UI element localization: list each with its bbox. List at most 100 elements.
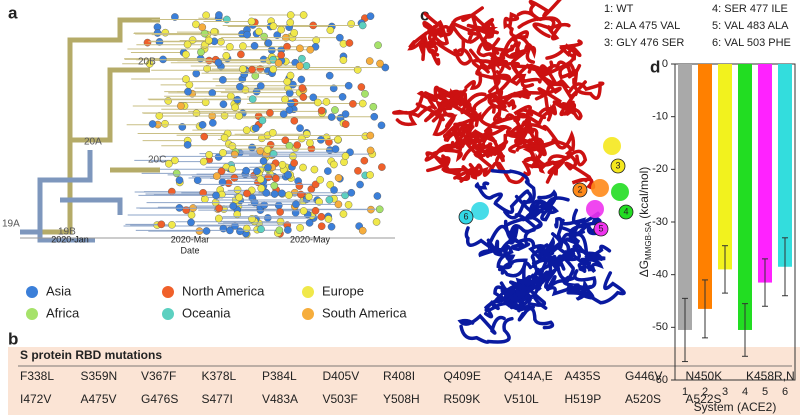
tree-tip [331,145,340,153]
tree-tip [358,99,367,108]
tree-tip [184,87,192,96]
tree-tip [231,222,239,230]
tree-tip [148,120,157,128]
y-tick-label: -60 [652,374,668,386]
tree-tip [375,205,384,214]
bar [778,64,792,267]
ribbon [513,104,534,145]
tree-tip [251,124,260,133]
tree-tip [298,54,306,63]
tree-tip [214,58,223,67]
tree-tip [370,112,379,121]
date-axis-title: Date [180,245,199,255]
ribbon [573,241,606,262]
tree-tip [309,93,318,102]
tree-tip [324,215,333,223]
tree-tip [297,75,306,84]
legend-label: North America [182,283,265,298]
tree-tip [264,173,273,182]
tree-tip [260,32,268,41]
site-badge [610,158,626,174]
tree-tip [175,176,184,184]
ribbon [537,189,558,222]
tree-tip [256,82,265,90]
x-axis-title: System (ACE2) [694,400,777,414]
tree-tip [172,169,181,178]
mutation-title: S protein RBD mutations [20,348,162,362]
ribbon [486,224,516,262]
tree-tip [374,41,382,50]
legend-label: Oceania [182,305,231,320]
tree-tip [171,13,179,21]
tree-tip [258,116,267,125]
mutation: K378L [202,369,237,383]
system-label: 1: WT [604,3,634,15]
tree-tip [264,39,273,47]
tree-tip [316,175,325,184]
tree-tip [183,141,192,149]
tree-tip [248,143,256,152]
tree-tip [226,226,234,235]
tree-tip [283,77,292,86]
date-label: 2020-May [290,234,331,244]
site-label: 4 [623,206,628,216]
mutation: Y508H [383,392,420,406]
tree-tip [269,55,277,64]
tree-tip [229,202,238,210]
tree-tip [192,20,200,29]
tree-tip [220,133,229,142]
ribbon [417,39,440,62]
tree-tip [331,106,339,114]
ribbon [547,149,588,175]
ribbon [497,258,528,278]
tree-tip [205,151,213,159]
tree-tip [255,27,263,36]
tree-tip [274,201,283,210]
ribbon [490,169,536,204]
tree-tip [236,82,244,91]
tree-tip [286,71,295,80]
tree-tip [306,139,314,147]
mutation: H519P [565,392,602,406]
tree-tip [296,223,304,232]
mutation: P384L [262,369,297,383]
tree-tip [222,15,231,24]
tree-tip [292,200,300,209]
tree-tip [208,89,217,97]
tree-tip [296,62,304,70]
ribbon [478,17,495,39]
tree-tip [283,42,291,51]
ribbon [495,63,530,86]
y-axis-sub: MMGB-SA [644,221,653,260]
ribbon [581,271,626,305]
tree-tip [259,157,268,165]
tree-tip [182,206,190,214]
tree-tip [330,186,338,194]
ribbon [448,6,484,44]
site-badge [458,209,474,225]
tree-tip [317,212,326,221]
ribbon [460,88,507,113]
tree-tip [233,185,242,194]
tree-tip [235,193,243,202]
tree-tip [290,117,299,125]
tree-tip [243,189,251,198]
tree-tip [302,130,311,138]
tree-tip [182,50,190,59]
tree-tip [219,100,228,109]
clade-label: 19B [58,227,76,238]
mutation: S359N [81,369,118,383]
panel-letter: d [650,57,660,76]
site-sphere [471,202,489,220]
tree-tip [272,174,280,183]
system-label: 4: SER 477 ILE [712,3,788,15]
tree-tip [299,11,308,19]
mutation: R408I [383,369,415,383]
tree-tip [202,11,210,20]
tree-tip [317,222,326,231]
ribbon [508,87,531,100]
tree-tip [286,18,295,27]
tree-tip [358,226,367,235]
y-axis-unit: (kcal/mol) [637,167,651,219]
